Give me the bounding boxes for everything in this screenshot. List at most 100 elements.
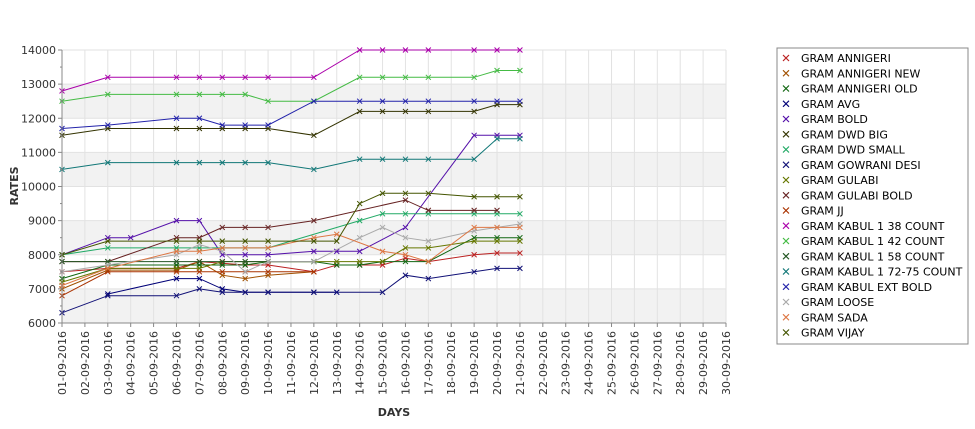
- data-point-marker: [402, 258, 409, 265]
- x-tick-label: 11-09-2016: [285, 331, 298, 395]
- data-point-marker: [104, 238, 111, 244]
- x-tick-label: 28-09-2016: [674, 331, 687, 395]
- legend-item: GRAM DWD SMALL: [782, 144, 906, 157]
- legend-item: GRAM VIJAY: [782, 327, 865, 340]
- data-point-marker: [104, 265, 111, 272]
- data-point-marker: [311, 248, 317, 255]
- legend-marker: [782, 313, 790, 321]
- data-point-marker: [104, 74, 111, 81]
- data-point-marker: [173, 125, 180, 132]
- x-tick-label: 22-09-2016: [537, 331, 550, 395]
- data-point-marker: [517, 224, 523, 231]
- series-line: [61, 192, 520, 256]
- legend-item: GRAM AVG: [782, 98, 860, 111]
- x-tick-label: 13-09-2016: [331, 331, 344, 395]
- data-point-marker: [425, 207, 432, 214]
- x-tick-label: 20-09-2016: [491, 331, 504, 395]
- x-tick-label: 26-09-2016: [628, 331, 641, 395]
- legend-marker: [782, 146, 790, 153]
- data-point-marker: [173, 91, 180, 98]
- series-group: [59, 132, 523, 258]
- data-point-marker: [471, 74, 477, 81]
- data-point-marker: [494, 47, 500, 53]
- data-point-marker: [425, 258, 432, 265]
- data-point-marker: [196, 91, 203, 98]
- data-point-marker: [265, 224, 271, 231]
- data-point-marker: [494, 67, 500, 74]
- x-tick-label: 06-09-2016: [170, 331, 183, 395]
- legend-marker: [782, 329, 790, 336]
- data-point-marker: [219, 74, 226, 81]
- x-tick-label: 05-09-2016: [148, 331, 161, 395]
- x-tick-label: 23-09-2016: [560, 331, 573, 395]
- data-point-marker: [265, 74, 271, 81]
- data-point-marker: [333, 248, 340, 255]
- data-point-marker: [356, 98, 363, 105]
- data-point-marker: [425, 156, 432, 163]
- data-point-marker: [219, 122, 226, 128]
- data-point-marker: [242, 122, 249, 128]
- data-point-marker: [219, 238, 226, 244]
- series-line: [62, 199, 497, 263]
- data-point-marker: [265, 258, 271, 265]
- data-point-marker: [356, 258, 363, 265]
- legend-item: GRAM GULABI BOLD: [782, 189, 913, 202]
- legend-item: GRAM BOLD: [782, 113, 868, 126]
- data-point-marker: [471, 224, 477, 231]
- data-point-marker: [242, 91, 249, 98]
- legend-label: GRAM GULABI: [801, 174, 879, 187]
- data-point-marker: [219, 224, 226, 231]
- x-tick-label: 19-09-2016: [468, 331, 481, 395]
- data-point-marker: [379, 156, 386, 163]
- data-point-marker: [196, 286, 203, 292]
- legend-item: GRAM ANNIGERI NEW: [782, 67, 920, 80]
- legend-item: GRAM ANNIGERI OLD: [782, 83, 918, 96]
- legend-label: GRAM KABUL EXT BOLD: [801, 281, 932, 294]
- data-point-marker: [425, 47, 432, 53]
- data-point-marker: [333, 238, 340, 244]
- data-point-marker: [311, 238, 317, 244]
- y-tick-label: 13000: [21, 78, 56, 91]
- legend-item: GRAM GULABI: [782, 174, 879, 187]
- data-point-marker: [471, 108, 477, 115]
- legend-marker: [782, 252, 790, 260]
- data-point-marker: [379, 289, 386, 296]
- y-axis-title: RATES: [8, 166, 21, 205]
- data-point-marker: [402, 210, 409, 217]
- data-point-marker: [494, 238, 500, 244]
- data-point-marker: [196, 248, 203, 255]
- x-tick-label: 04-09-2016: [125, 331, 138, 395]
- data-point-marker: [196, 159, 203, 166]
- data-point-marker: [173, 159, 180, 166]
- data-point-marker: [265, 98, 271, 105]
- data-point-marker: [356, 248, 363, 255]
- data-point-marker: [104, 91, 111, 98]
- plot-band: [62, 50, 726, 85]
- legend-item: GRAM KABUL 1 42 COUNT: [782, 235, 945, 248]
- data-point-marker: [219, 245, 226, 251]
- y-tick-label: 12000: [21, 112, 56, 125]
- data-point-marker: [356, 200, 363, 207]
- legend-label: GRAM LOOSE: [801, 296, 874, 309]
- data-point-marker: [265, 289, 271, 296]
- data-point-marker: [242, 275, 249, 282]
- data-point-marker: [356, 217, 363, 224]
- y-tick-label: 6000: [28, 317, 56, 330]
- data-point-marker: [173, 268, 180, 275]
- data-point-marker: [471, 47, 477, 53]
- data-point-marker: [356, 156, 363, 163]
- x-tick-label: 01-09-2016: [56, 331, 69, 395]
- legend-item: GRAM ANNIGERI: [782, 52, 891, 65]
- data-point-marker: [379, 98, 386, 105]
- data-point-marker: [425, 98, 432, 105]
- series-group: [59, 98, 523, 132]
- legend-marker: [782, 115, 790, 123]
- data-point-marker: [196, 115, 203, 122]
- data-point-marker: [311, 258, 317, 265]
- data-point-marker: [173, 217, 180, 224]
- data-point-marker: [471, 238, 477, 244]
- y-tick-label: 8000: [28, 249, 56, 262]
- data-point-marker: [402, 272, 409, 279]
- data-point-marker: [425, 190, 432, 197]
